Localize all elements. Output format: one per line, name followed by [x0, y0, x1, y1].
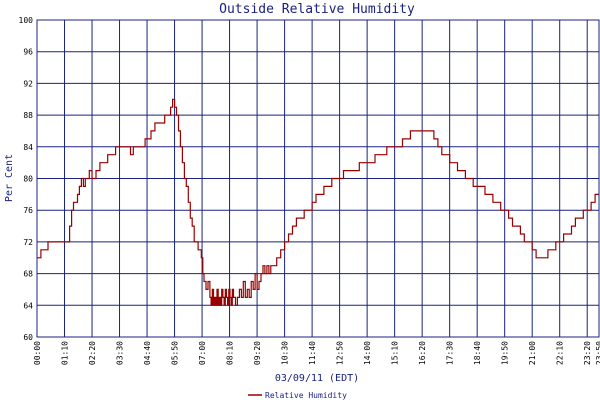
- y-tick-label: 72: [23, 238, 33, 247]
- x-tick-label: 10:30: [281, 341, 290, 365]
- x-tick-label: 00:00: [33, 341, 42, 365]
- x-tick-label: 05:50: [171, 341, 180, 365]
- x-tick-labels: 00:00 01:10 02:20 03:30 04:40 05:50 07:00 08:10…: [33, 341, 600, 365]
- x-tick-label: 16:20: [418, 341, 427, 365]
- chart-title: Outside Relative Humidity: [219, 2, 415, 17]
- x-axis-label: 03/09/11 (EDT): [275, 373, 359, 384]
- x-tick-label: 14:00: [363, 341, 372, 365]
- y-tick-label: 100: [19, 16, 34, 25]
- y-tick-label: 68: [23, 270, 33, 279]
- legend-label: Relative Humidity: [265, 391, 347, 400]
- y-tick-label: 80: [23, 175, 33, 184]
- x-tick-label: 19:50: [501, 341, 510, 365]
- series-lines: [37, 98, 599, 306]
- x-tick-label: 02:20: [88, 341, 97, 365]
- plot-border: [36, 19, 600, 338]
- x-tick-label: 03:30: [116, 341, 125, 365]
- x-tick-label: 07:00: [198, 341, 207, 365]
- y-tick-label: 64: [23, 301, 33, 310]
- x-tick-label: 11:40: [308, 341, 317, 365]
- y-tick-label: 84: [23, 143, 33, 152]
- x-tick-label: 12:50: [336, 341, 345, 365]
- y-tick-labels: 60 64 68 72 76 80 84 88 92 96 100: [19, 16, 34, 342]
- x-tick-label: 23:50: [595, 341, 600, 365]
- grid: [36, 19, 600, 338]
- x-tick-label: 09:20: [253, 341, 262, 365]
- x-tick-label: 22:10: [556, 341, 565, 365]
- x-tick-label: 01:10: [61, 341, 70, 365]
- x-tick-label: 15:10: [391, 341, 400, 365]
- y-tick-label: 60: [23, 333, 33, 342]
- x-tick-label: 04:40: [143, 341, 152, 365]
- x-tick-label: 21:00: [528, 341, 537, 365]
- x-tick-label: 08:10: [226, 341, 235, 365]
- y-axis-label: Per Cent: [4, 154, 15, 202]
- y-tick-label: 76: [23, 206, 33, 215]
- legend: Relative Humidity: [248, 391, 347, 400]
- y-tick-label: 88: [23, 111, 33, 120]
- y-tick-label: 96: [23, 48, 33, 57]
- y-tick-label: 92: [23, 79, 33, 88]
- x-tick-label: 17:30: [446, 341, 455, 365]
- x-tick-label: 18:40: [473, 341, 482, 365]
- x-tick-label: 23:20: [583, 341, 592, 365]
- series-line-relative-humidity: [37, 98, 599, 306]
